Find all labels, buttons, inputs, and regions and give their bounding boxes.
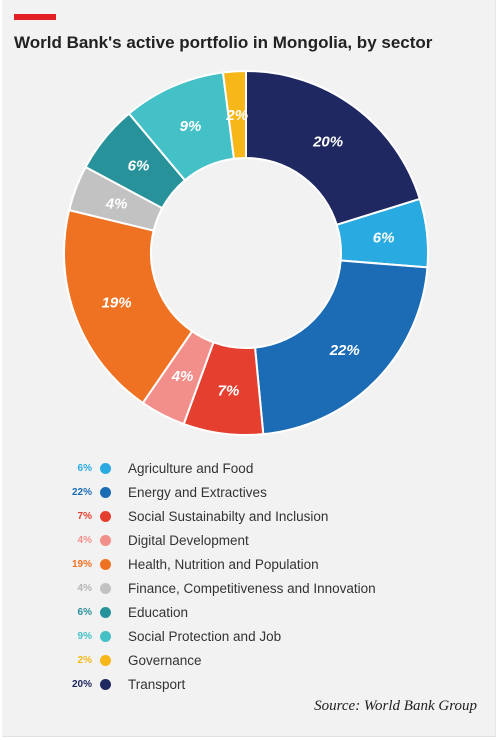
slice-energy-and-extractives xyxy=(253,259,429,436)
legend-item-finance-competitiveness-and-innovation: 4% Finance, Competitiveness and Innovatio… xyxy=(42,576,462,600)
legend-item-governance: 2% Governance xyxy=(42,648,462,672)
legend-value: 9% xyxy=(77,630,92,642)
legend-item-transport: 20% Transport xyxy=(42,672,462,696)
legend-label: Social Protection and Job xyxy=(128,628,282,644)
slice-label-social-sustainabilty-and-inclusion: 7% xyxy=(218,382,240,399)
legend-label: Health, Nutrition and Population xyxy=(128,556,319,572)
slice-label-energy-and-extractives: 22% xyxy=(329,342,360,359)
donut-chart: 20% 6% 22% 7% 4% 19% 4% 6% 9% 2% xyxy=(63,69,429,436)
legend-value: 4% xyxy=(77,582,92,594)
legend-item-energy-and-extractives: 22% Energy and Extractives xyxy=(42,480,462,504)
slice-health-nutrition-and-population xyxy=(63,208,194,405)
slice-governance xyxy=(221,69,247,160)
legend-value: 7% xyxy=(77,510,92,522)
legend-label: Digital Development xyxy=(128,532,249,548)
slice-label-health-nutrition-and-population: 19% xyxy=(102,294,132,311)
legend-item-agriculture-and-food: 6% Agriculture and Food xyxy=(42,456,462,480)
legend-swatch xyxy=(100,558,111,570)
legend-swatch xyxy=(100,606,111,618)
legend-swatch xyxy=(100,510,111,522)
legend-item-health-nutrition-and-population: 19% Health, Nutrition and Population xyxy=(42,552,462,576)
legend-item-digital-development: 4% Digital Development xyxy=(42,528,462,552)
legend-swatch xyxy=(100,678,111,690)
legend-swatch xyxy=(100,630,111,642)
legend-item-social-sustainabilty-and-inclusion: 7% Social Sustainabilty and Inclusion xyxy=(42,504,462,528)
slice-label-finance-competitiveness-and-innovation: 4% xyxy=(105,196,128,213)
legend-value: 19% xyxy=(71,558,92,570)
legend-value: 22% xyxy=(71,486,92,498)
legend-swatch xyxy=(100,486,111,498)
legend-label: Education xyxy=(128,604,189,620)
legend-swatch xyxy=(100,582,111,594)
legend-swatch xyxy=(100,654,111,666)
legend-label: Finance, Competitiveness and Innovation xyxy=(128,580,376,596)
slice-label-digital-development: 4% xyxy=(171,368,194,385)
slice-label-social-protection-and-job: 9% xyxy=(180,118,202,135)
legend-value: 4% xyxy=(77,534,92,546)
legend-swatch xyxy=(100,534,111,546)
legend-item-social-protection-and-job: 9% Social Protection and Job xyxy=(42,624,462,648)
chart-title: World Bank's active portfolio in Mongoli… xyxy=(14,33,433,52)
legend: 6% Agriculture and Food 22% Energy and Extr… xyxy=(42,456,462,696)
legend-label: Energy and Extractives xyxy=(128,484,267,500)
legend-value: 6% xyxy=(77,462,92,474)
accent-bar xyxy=(14,14,56,20)
slice-label-agriculture-and-food: 6% xyxy=(373,230,395,247)
slice-label-transport: 20% xyxy=(312,133,343,150)
legend-label: Social Sustainabilty and Inclusion xyxy=(128,508,329,524)
source-note: Source: World Bank Group xyxy=(314,698,477,714)
legend-swatch xyxy=(100,462,111,474)
legend-value: 20% xyxy=(71,678,92,690)
legend-value: 6% xyxy=(77,606,92,618)
slice-label-governance: 2% xyxy=(225,107,248,124)
legend-label: Transport xyxy=(128,676,186,692)
legend-label: Agriculture and Food xyxy=(128,460,254,476)
legend-item-education: 6% Education xyxy=(42,600,462,624)
legend-value: 2% xyxy=(77,654,92,666)
legend-label: Governance xyxy=(128,652,202,668)
slice-transport xyxy=(245,69,422,227)
slice-label-education: 6% xyxy=(128,158,150,175)
